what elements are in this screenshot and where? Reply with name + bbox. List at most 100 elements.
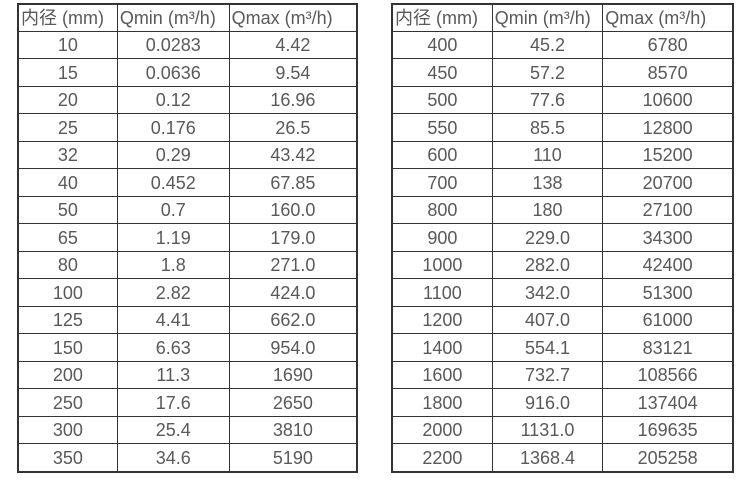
table-cell: 51300 [602, 278, 734, 307]
column-header: 内径 (mm) [391, 3, 493, 32]
table-cell: 80 [17, 250, 118, 280]
table-cell: 400 [391, 30, 493, 60]
table-cell: 200 [17, 360, 118, 390]
table-cell: 5190 [228, 443, 358, 473]
column-header: Qmax (m³/h) [602, 3, 734, 32]
table-cell: 250 [17, 388, 118, 417]
table-cell: 2.82 [116, 278, 230, 307]
table-cell: 50 [17, 195, 118, 225]
table-cell: 180 [491, 195, 604, 225]
table-row: 1100 342.0 51300 [391, 278, 734, 307]
table-cell: 0.7 [116, 195, 230, 225]
table-cell: 271.0 [228, 250, 358, 280]
table-cell: 3810 [228, 415, 358, 445]
table-row: 550 85.5 12800 [391, 113, 734, 142]
table-row: 450 57.2 8570 [391, 58, 734, 87]
table-row: 25 0.176 26.5 [17, 113, 358, 142]
table-row: 800 180 27100 [391, 195, 734, 225]
table-cell: 15200 [602, 140, 734, 170]
table-row: 125 4.41 662.0 [17, 305, 358, 335]
table-cell: 1800 [391, 388, 493, 417]
table-cell: 407.0 [491, 305, 604, 335]
table-cell: 0.0283 [116, 30, 230, 60]
table-cell: 16.96 [228, 85, 358, 115]
table-cell: 25 [17, 113, 118, 142]
table-cell: 45.2 [491, 30, 604, 60]
flow-spec-table-small-diameters: 内径 (mm) Qmin (m³/h) Qmax (m³/h) 10 0.0283 4.4… [17, 3, 358, 473]
table-cell: 342.0 [491, 278, 604, 307]
table-cell: 0.0636 [116, 58, 230, 87]
table-row: 1800 916.0 137404 [391, 388, 734, 417]
table-row: 2000 1131.0 169635 [391, 415, 734, 445]
table-cell: 11.3 [116, 360, 230, 390]
table-cell: 20700 [602, 168, 734, 197]
table-row: 2200 1368.4 205258 [391, 443, 734, 473]
column-header: Qmin (m³/h) [116, 3, 230, 32]
table-cell: 27100 [602, 195, 734, 225]
column-header: Qmax (m³/h) [228, 3, 358, 32]
table-cell: 125 [17, 305, 118, 335]
flow-spec-table-large-diameters: 内径 (mm) Qmin (m³/h) Qmax (m³/h) 400 45.2 6780… [391, 3, 734, 473]
table-cell: 550 [391, 113, 493, 142]
table-row: 65 1.19 179.0 [17, 223, 358, 252]
table-cell: 61000 [602, 305, 734, 335]
table-cell: 110 [491, 140, 604, 170]
table-cell: 6780 [602, 30, 734, 60]
table-cell: 600 [391, 140, 493, 170]
table-cell: 15 [17, 58, 118, 87]
table-row: 1000 282.0 42400 [391, 250, 734, 280]
table-row: 200 11.3 1690 [17, 360, 358, 390]
table-row: 700 138 20700 [391, 168, 734, 197]
table-cell: 42400 [602, 250, 734, 280]
table-cell: 350 [17, 443, 118, 473]
table-cell: 424.0 [228, 278, 358, 307]
table-cell: 282.0 [491, 250, 604, 280]
table-cell: 160.0 [228, 195, 358, 225]
header-row: 内径 (mm) Qmin (m³/h) Qmax (m³/h) [17, 3, 358, 32]
table-cell: 1368.4 [491, 443, 604, 473]
table-cell: 205258 [602, 443, 734, 473]
table-row: 250 17.6 2650 [17, 388, 358, 417]
table-row: 1200 407.0 61000 [391, 305, 734, 335]
table-row: 300 25.4 3810 [17, 415, 358, 445]
table-row: 32 0.29 43.42 [17, 140, 358, 170]
table-row: 350 34.6 5190 [17, 443, 358, 473]
table-cell: 1100 [391, 278, 493, 307]
table-cell: 732.7 [491, 360, 604, 390]
table-cell: 2650 [228, 388, 358, 417]
table-row: 50 0.7 160.0 [17, 195, 358, 225]
table-cell: 4.41 [116, 305, 230, 335]
table-cell: 57.2 [491, 58, 604, 87]
table-row: 15 0.0636 9.54 [17, 58, 358, 87]
table-cell: 554.1 [491, 333, 604, 362]
header-row: 内径 (mm) Qmin (m³/h) Qmax (m³/h) [391, 3, 734, 32]
table-cell: 1200 [391, 305, 493, 335]
table-cell: 12800 [602, 113, 734, 142]
table-cell: 2200 [391, 443, 493, 473]
table-cell: 450 [391, 58, 493, 87]
table-cell: 34300 [602, 223, 734, 252]
table-row: 600 110 15200 [391, 140, 734, 170]
table-cell: 179.0 [228, 223, 358, 252]
table-cell: 1600 [391, 360, 493, 390]
table-cell: 9.54 [228, 58, 358, 87]
table-cell: 1.19 [116, 223, 230, 252]
table-row: 500 77.6 10600 [391, 85, 734, 115]
table-cell: 900 [391, 223, 493, 252]
table-cell: 65 [17, 223, 118, 252]
column-header: Qmin (m³/h) [491, 3, 604, 32]
table-cell: 169635 [602, 415, 734, 445]
table-cell: 85.5 [491, 113, 604, 142]
table-row: 100 2.82 424.0 [17, 278, 358, 307]
table-cell: 800 [391, 195, 493, 225]
table-row: 10 0.0283 4.42 [17, 30, 358, 60]
table-cell: 25.4 [116, 415, 230, 445]
table-cell: 500 [391, 85, 493, 115]
table-cell: 43.42 [228, 140, 358, 170]
table-cell: 1690 [228, 360, 358, 390]
table-cell: 10 [17, 30, 118, 60]
table-cell: 700 [391, 168, 493, 197]
table-cell: 4.42 [228, 30, 358, 60]
table-cell: 300 [17, 415, 118, 445]
table-cell: 1131.0 [491, 415, 604, 445]
